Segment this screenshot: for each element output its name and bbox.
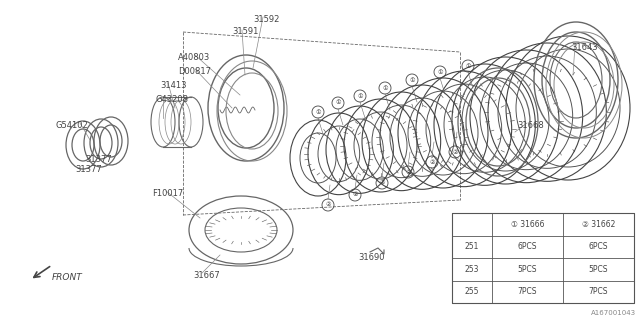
Text: ②: ② [405, 170, 411, 174]
Text: 251: 251 [465, 242, 479, 251]
Text: ① 31666: ① 31666 [511, 220, 544, 229]
Text: 7PCS: 7PCS [518, 287, 538, 296]
Text: ② 31662: ② 31662 [582, 220, 615, 229]
Text: 31591: 31591 [232, 28, 259, 36]
Text: ①: ① [357, 93, 363, 99]
Text: 255: 255 [465, 287, 479, 296]
Text: F10017: F10017 [152, 188, 183, 197]
Text: 31413: 31413 [160, 81, 186, 90]
Text: 6PCS: 6PCS [589, 242, 608, 251]
Text: 5PCS: 5PCS [589, 265, 608, 274]
Text: G43208: G43208 [155, 95, 188, 105]
Text: ②: ② [325, 203, 331, 207]
Text: 31643: 31643 [571, 43, 598, 52]
Text: 253: 253 [465, 265, 479, 274]
Text: 31690: 31690 [358, 252, 385, 261]
Text: 31377: 31377 [75, 165, 102, 174]
Text: A40803: A40803 [178, 52, 211, 61]
Text: D00817: D00817 [178, 67, 211, 76]
Text: 31667: 31667 [193, 270, 220, 279]
Text: ①: ① [335, 100, 341, 106]
Text: ①: ① [409, 77, 415, 83]
Text: 6PCS: 6PCS [518, 242, 538, 251]
Text: ①: ① [465, 63, 471, 68]
Text: 7PCS: 7PCS [589, 287, 608, 296]
Text: 31592: 31592 [253, 14, 280, 23]
Text: 31668: 31668 [517, 121, 544, 130]
Text: G54102: G54102 [55, 121, 88, 130]
Text: ②: ② [429, 159, 435, 164]
Text: ①: ① [315, 109, 321, 115]
Bar [452, 213, 634, 303]
Text: 5PCS: 5PCS [518, 265, 538, 274]
Text: A167001043: A167001043 [591, 310, 636, 316]
Text: ②: ② [352, 193, 358, 197]
Text: ②: ② [452, 149, 458, 155]
Text: ①: ① [382, 85, 388, 91]
Text: FRONT: FRONT [52, 274, 83, 283]
Text: ②: ② [379, 180, 385, 186]
Text: ①: ① [437, 69, 443, 75]
Text: 31377: 31377 [85, 156, 112, 164]
